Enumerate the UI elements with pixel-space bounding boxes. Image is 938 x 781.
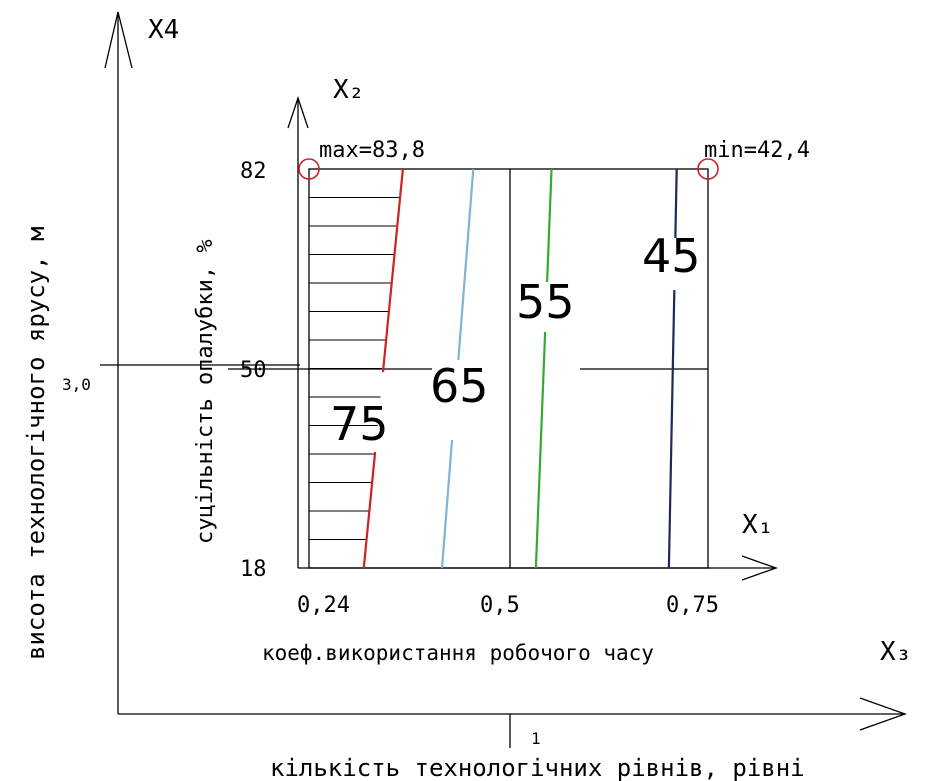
contour-lines: 75 65 55 45 (330, 168, 701, 569)
extremum-marker (697, 158, 719, 180)
contour-line-65 (440, 439, 454, 569)
inner-axes (228, 95, 778, 581)
contour-label-65: 65 (430, 359, 489, 413)
outer-axes (100, 11, 907, 748)
outer-x-axis-name: X₃ (880, 637, 911, 667)
x-tick-labels: 0,24 0,5 0,75 (297, 593, 719, 618)
inner-y-axis-name: X₂ (333, 75, 364, 105)
y-tick-label: 18 (240, 557, 267, 582)
outer-x-arrow (859, 697, 907, 731)
contour-line-45 (667, 289, 676, 569)
contour-label-75: 75 (330, 397, 389, 451)
inner-x-axis-label: коеф.використання робочого часу (262, 641, 654, 665)
contour-line-65 (457, 168, 475, 361)
x-tick-label: 0,75 (666, 593, 719, 618)
inner-y-arrow (287, 95, 309, 129)
outer-y-axis-label: висота технологічного ярусу, м (22, 227, 50, 660)
inner-y-axis-label: суцільність опалубки, % (193, 239, 218, 544)
outer-y-tick-label: 3,0 (62, 375, 91, 394)
contour-line-75 (362, 451, 377, 569)
extremum-label: max=83,8 (319, 138, 425, 163)
x-tick-label: 0,24 (297, 593, 350, 618)
y-tick-labels: 82 50 18 (240, 159, 267, 582)
extrema-markers: max=83,8 min=42,4 (298, 138, 810, 180)
y-tick-label: 50 (240, 358, 267, 383)
outer-y-arrow (104, 11, 133, 69)
contour-label-55: 55 (516, 275, 575, 329)
extremum-label: min=42,4 (704, 138, 810, 163)
outer-x-axis-label: кількість технологічних рівнів, рівні (270, 754, 805, 781)
inner-x-arrow (741, 555, 778, 581)
contour-line-55 (534, 331, 547, 569)
extremum-marker (298, 158, 320, 180)
outer-x-tick-label: 1 (531, 729, 541, 748)
contour-line-45 (674, 168, 678, 239)
contour-label-45: 45 (642, 229, 701, 283)
inner-x-axis-name: X₁ (742, 510, 773, 540)
x-tick-label: 0,5 (480, 593, 520, 618)
contour-line-55 (545, 168, 553, 283)
contour-line-75 (381, 168, 404, 373)
y-tick-label: 82 (240, 159, 267, 184)
outer-y-axis-name: X4 (148, 15, 179, 45)
hatching-region (309, 168, 403, 569)
